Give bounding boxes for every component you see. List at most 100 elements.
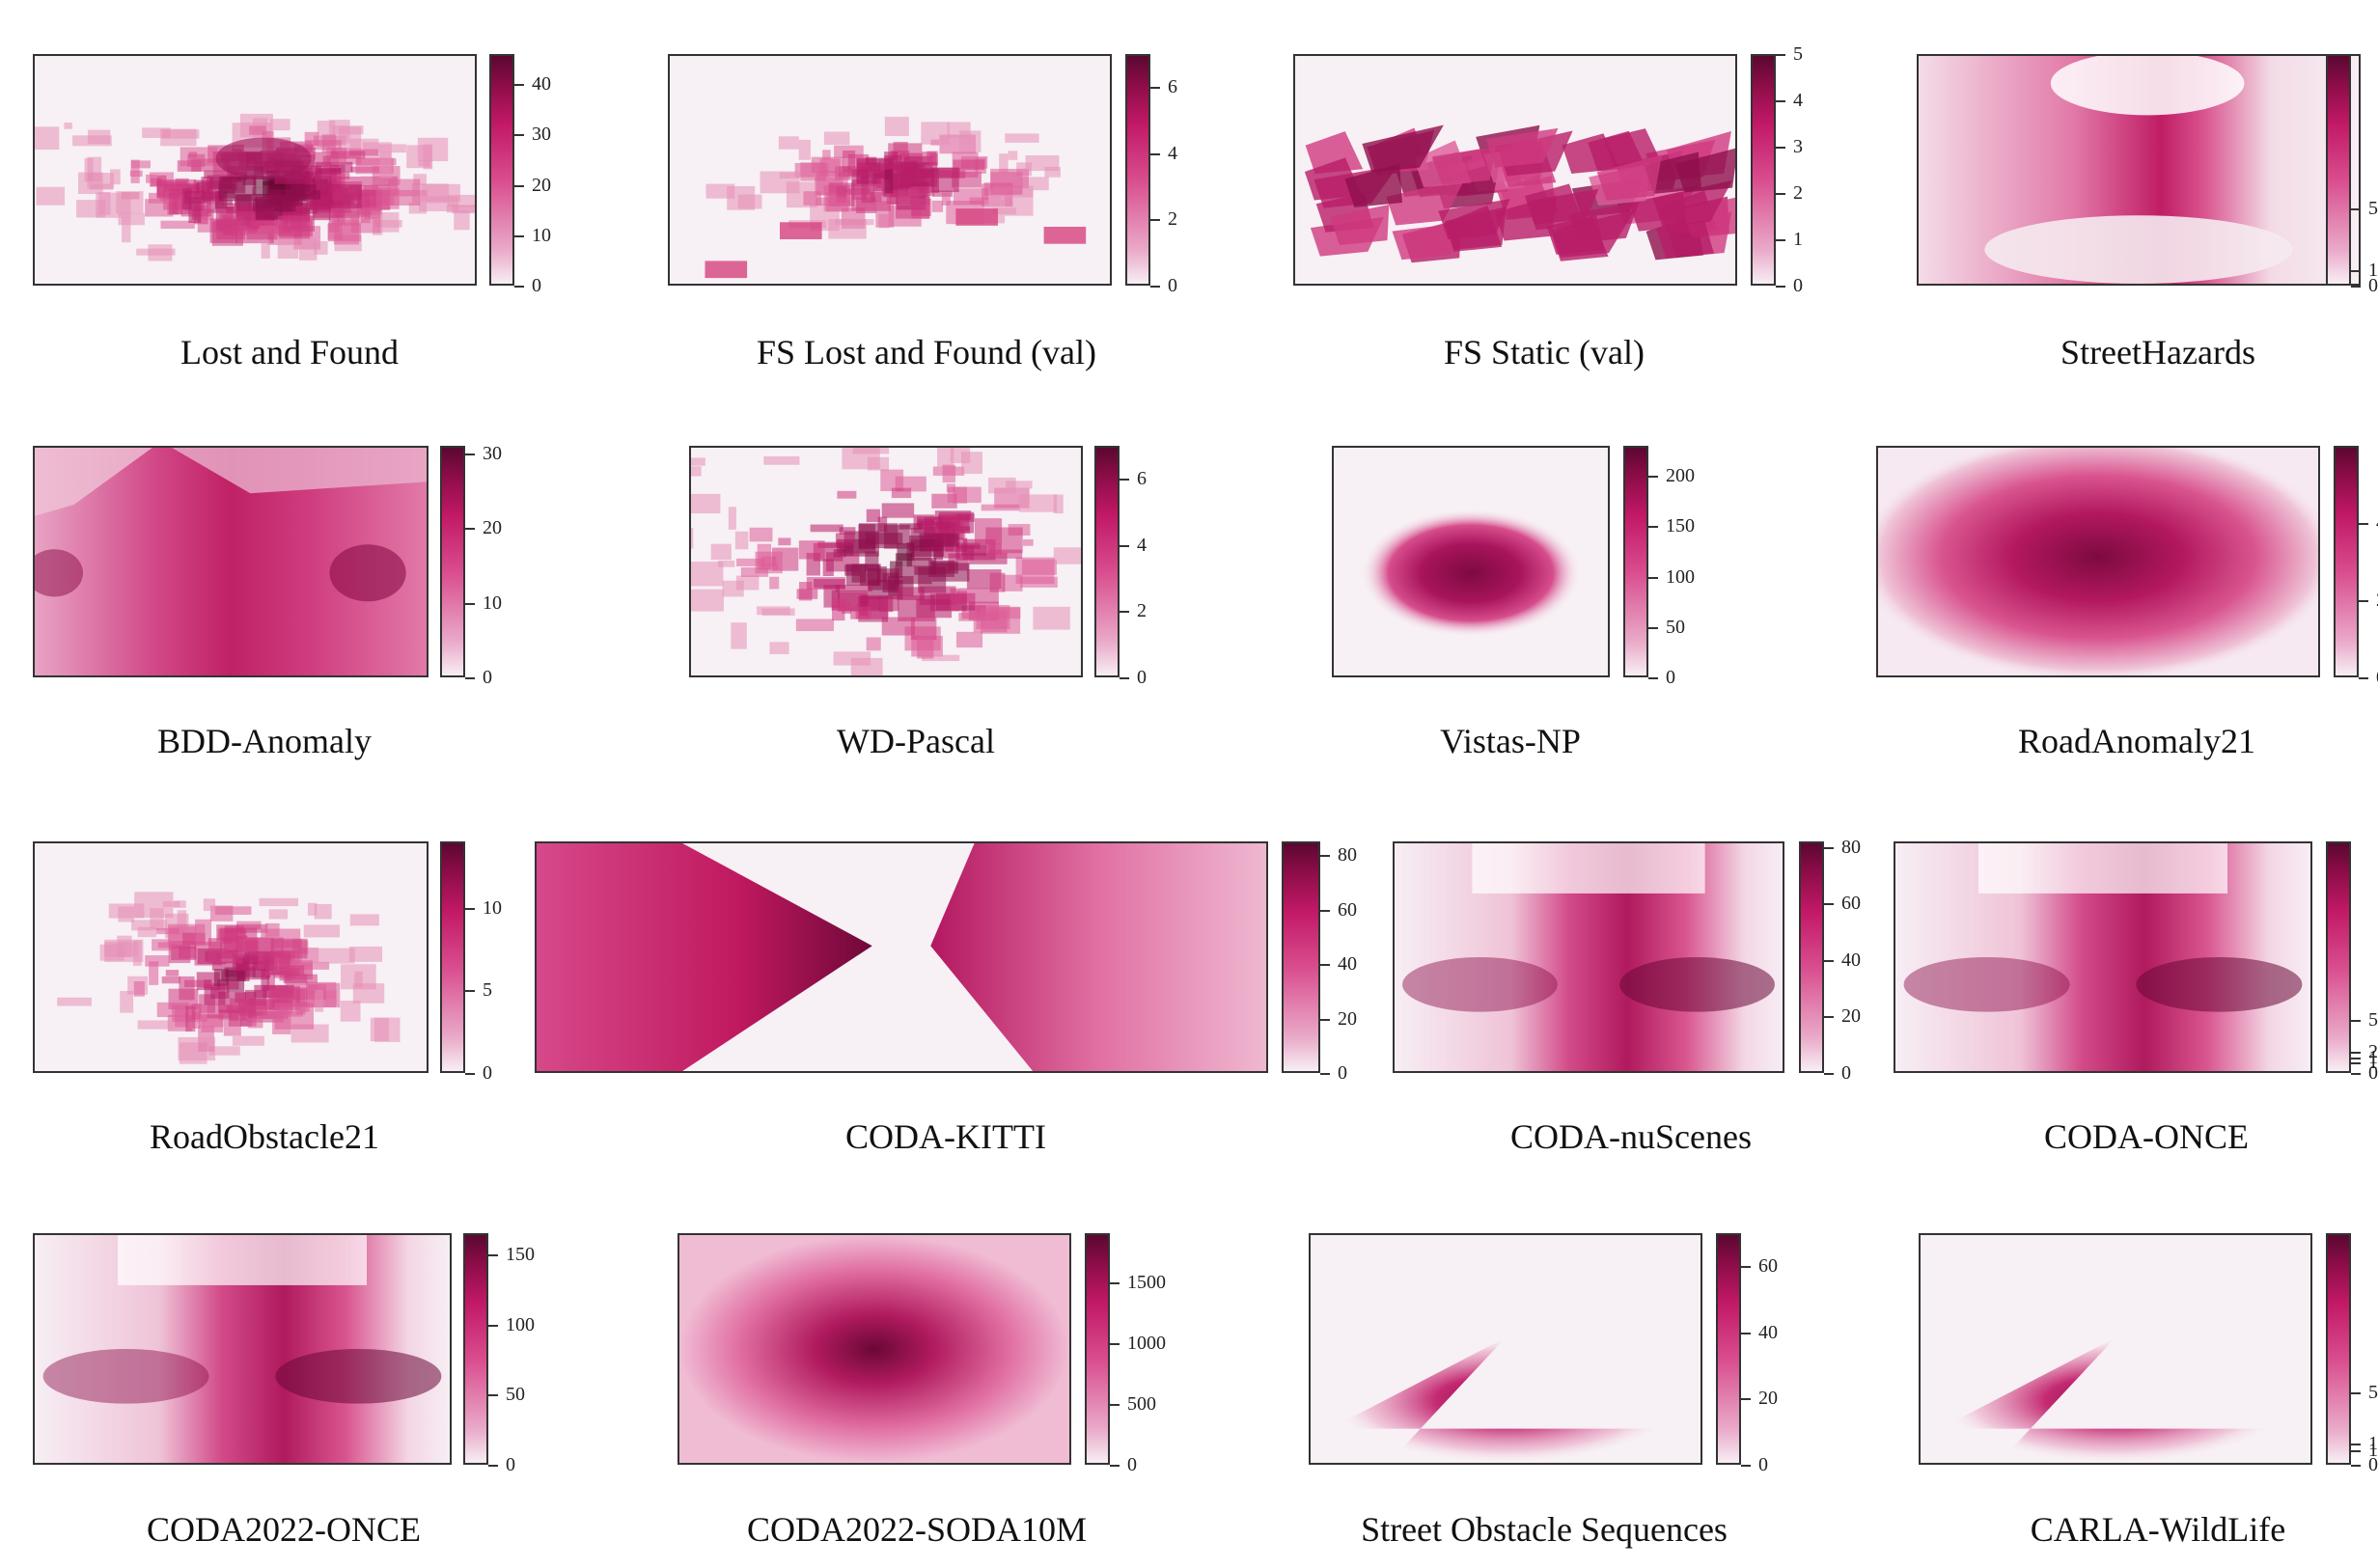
colorbar-tick: 20 (2351, 1041, 2378, 1062)
heat-patch (917, 519, 934, 529)
tick-mark (1120, 479, 1129, 481)
heat-patch (268, 909, 289, 920)
heatmap-14 (1309, 1233, 1702, 1465)
heat-patch (110, 169, 121, 185)
colorbar-tick: 4 (1150, 143, 1237, 164)
colorbar-tick: 0 (514, 275, 601, 296)
heat-patch (57, 997, 92, 1006)
heat-patch (941, 192, 951, 206)
tick-label: 0 (1793, 275, 1803, 296)
colorbar-tick: 10 (2351, 1440, 2378, 1461)
colorbar-tick: 0 (1110, 1454, 1197, 1475)
tick-mark (488, 1394, 498, 1397)
heatmap-title: FS Lost and Found (val) (756, 333, 1096, 371)
tick-mark (1320, 964, 1330, 967)
tick-mark (2351, 1062, 2361, 1065)
heat-patch (1674, 148, 1735, 193)
colorbar-tick: 0 (488, 1454, 575, 1475)
heat-patch (285, 974, 308, 985)
tick-label: 0 (1666, 667, 1675, 688)
heat-patch (269, 119, 290, 131)
heat-patch (290, 961, 330, 970)
heat-patch (866, 509, 880, 523)
colorbar-tick: 30 (514, 124, 601, 145)
heatmap-5 (689, 446, 1083, 677)
colorbar-tick: 1 (1776, 229, 1863, 250)
tick-mark (514, 286, 524, 288)
heat-patch (118, 906, 135, 922)
heat-patch (1022, 538, 1034, 546)
heat-patch (1044, 166, 1061, 178)
heatmap-title: RoadAnomaly21 (2018, 722, 2255, 760)
heat-patch (195, 919, 212, 946)
heat-blob (1472, 843, 1705, 894)
heat-patch (931, 563, 970, 582)
colorbar-1 (1125, 54, 1150, 286)
heat-patch (36, 186, 66, 206)
tick-label: 2 (1168, 208, 1177, 231)
heat-patch (184, 979, 212, 988)
colorbar-tick: 10 (465, 897, 552, 919)
heat-patch (149, 961, 159, 985)
heat-patch (880, 469, 904, 492)
heatmap-title: BDD-Anomaly (157, 722, 372, 760)
tick-mark (2359, 523, 2368, 525)
heatmap-canvas (537, 843, 1266, 1071)
tick-mark (1741, 1266, 1751, 1269)
heat-blob (1878, 448, 2318, 675)
heat-patch (722, 580, 744, 597)
colorbar-tick: 100 (1648, 566, 1735, 588)
heat-patch (800, 162, 826, 181)
colorbar-tick: 6 (1150, 76, 1237, 97)
heat-patch (780, 222, 822, 239)
colorbar-tick: 15 (2351, 1047, 2378, 1068)
tick-mark (488, 1253, 498, 1256)
heat-patch (814, 579, 845, 589)
tick-label: 0 (483, 667, 492, 688)
heat-patch (148, 192, 168, 204)
tick-mark (1320, 1073, 1330, 1075)
tick-label: 20 (1758, 1388, 1778, 1410)
heat-patch (379, 212, 400, 233)
heat-patch (155, 927, 180, 935)
heat-patch (1018, 494, 1058, 512)
heatmap-title: Vistas-NP (1440, 722, 1581, 760)
heat-patch (822, 150, 831, 160)
heat-blob (1402, 957, 1558, 1012)
heatmap-12 (33, 1233, 452, 1465)
heatmap-11 (1894, 841, 2312, 1073)
heat-patch (423, 144, 433, 170)
tick-label: 0 (506, 1454, 515, 1475)
heatmap-canvas (1878, 448, 2318, 675)
heatmap-9 (535, 841, 1268, 1073)
heat-patch (104, 942, 139, 957)
heat-patch (322, 155, 331, 177)
heatmap-canvas (1895, 843, 2310, 1071)
tick-label: 4 (1137, 534, 1147, 556)
heat-patch (173, 900, 186, 908)
tick-label: 40 (1338, 953, 1357, 976)
heat-patch (981, 504, 1020, 511)
tick-label: 20 (483, 517, 502, 539)
colorbar-tick: 100 (488, 1314, 575, 1335)
heat-patch (222, 199, 233, 206)
colorbar-11 (2326, 841, 2351, 1073)
heat-patch (865, 533, 903, 545)
colorbar-tick: 150 (488, 1244, 575, 1265)
heat-patch (929, 153, 938, 166)
heat-patch (910, 186, 935, 197)
heat-patch (258, 950, 290, 969)
heat-patch (831, 598, 846, 610)
tick-label: 0 (1841, 1062, 1851, 1084)
heat-blob (2136, 957, 2303, 1012)
heat-patch (866, 156, 877, 165)
heat-patch (1053, 547, 1081, 564)
tick-label: 50 (2368, 1009, 2378, 1032)
tick-label: 1500 (1127, 1271, 1166, 1293)
heat-patch (691, 589, 724, 612)
heat-patch (822, 559, 834, 576)
heat-blob (329, 544, 406, 602)
tick-mark (2359, 677, 2368, 679)
heat-patch (277, 215, 313, 237)
heat-patch (175, 1006, 189, 1028)
